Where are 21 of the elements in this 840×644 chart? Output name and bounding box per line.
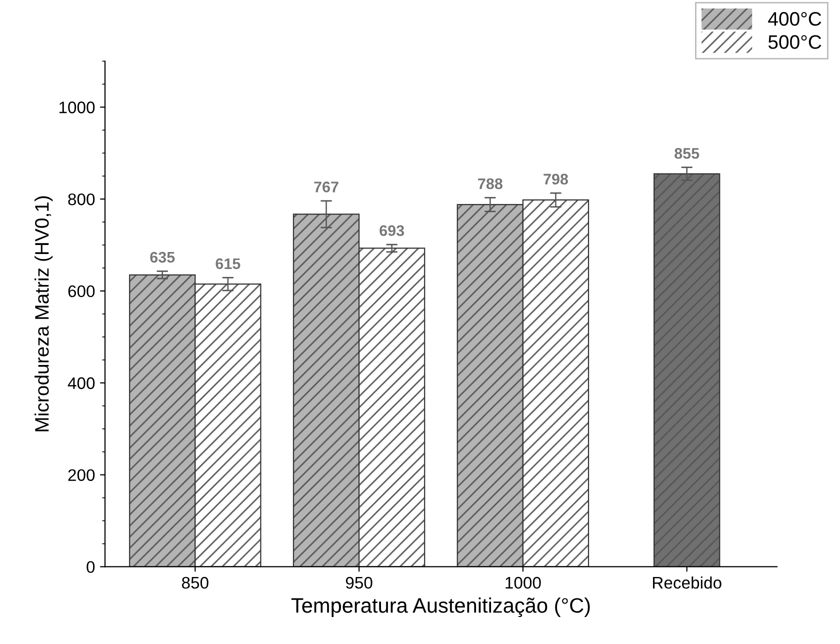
data-label: 635 xyxy=(150,252,175,263)
legend-label: 500°C xyxy=(768,35,822,49)
x-axis-title: Temperatura Austenitização (°C) xyxy=(291,598,590,618)
data-label: 615 xyxy=(216,258,240,270)
data-label: 798 xyxy=(544,174,568,185)
x-tick-label: 950 xyxy=(346,576,372,589)
x-tick-label: 1000 xyxy=(506,576,541,589)
legend-label: 400°C xyxy=(768,12,822,26)
data-label: 693 xyxy=(380,225,404,236)
data-label: 855 xyxy=(674,148,700,159)
data-label: 767 xyxy=(314,182,338,192)
y-tick-label: 400 xyxy=(68,377,95,390)
x-tick-label: Recebido xyxy=(653,576,722,589)
y-axis-title: Microdureza Matriz (HV0,1) xyxy=(34,196,53,432)
y-tick-label: 600 xyxy=(68,285,95,298)
y-tick-label: 1000 xyxy=(59,102,95,114)
y-tick-label: 800 xyxy=(68,193,95,206)
data-label: 788 xyxy=(478,178,502,190)
y-tick-label: 0 xyxy=(86,561,95,573)
x-tick-label: 850 xyxy=(182,576,208,589)
y-tick-label: 200 xyxy=(68,469,95,482)
